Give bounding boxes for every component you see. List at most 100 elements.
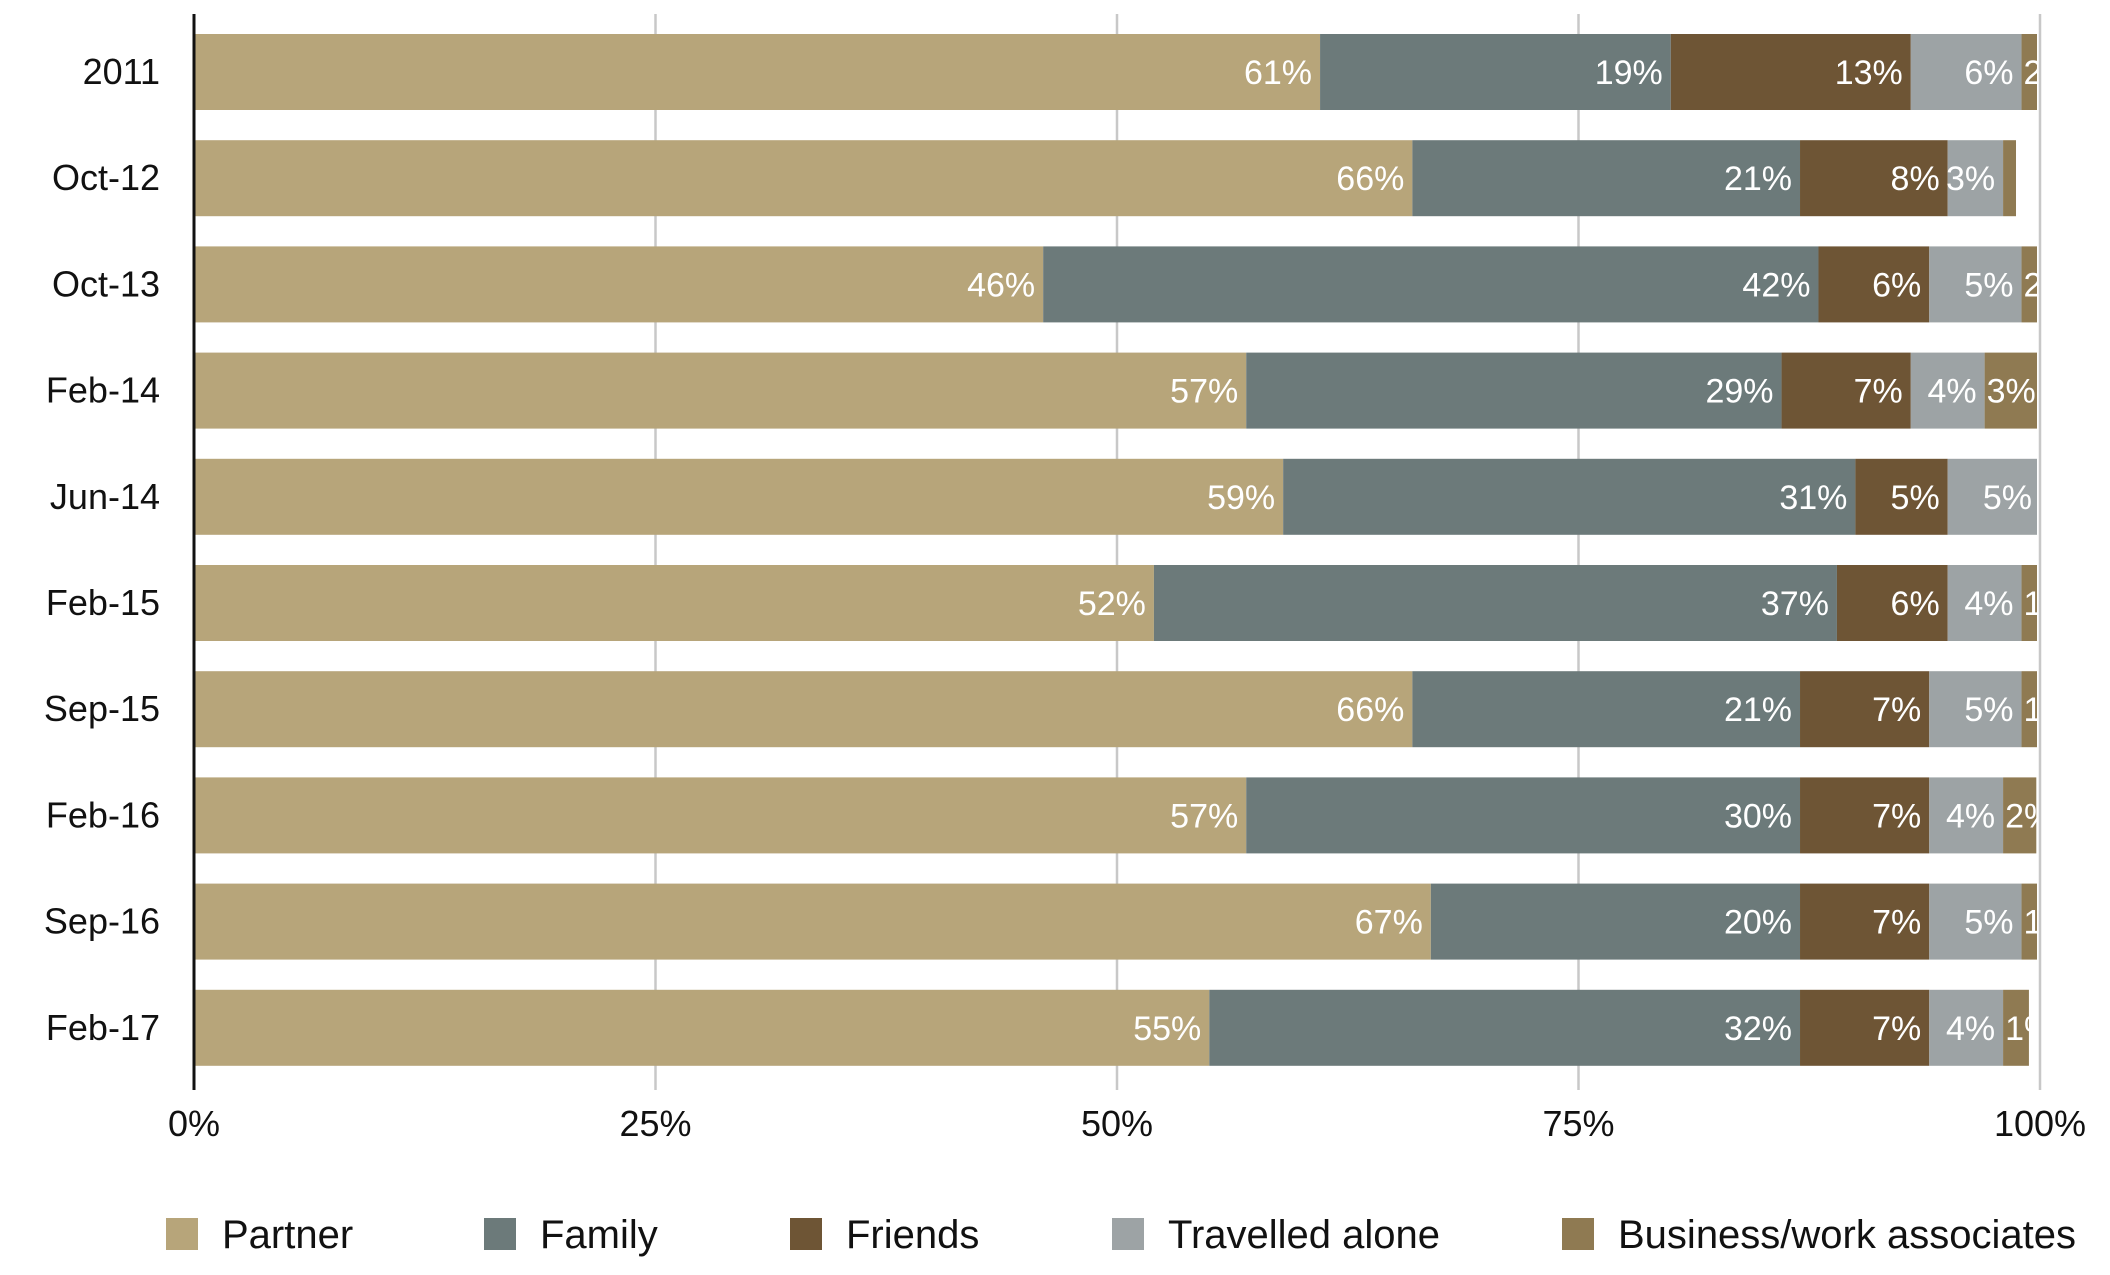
data-label: 42%	[1742, 266, 1810, 304]
bar-segment	[1320, 34, 1671, 110]
bar-segment	[194, 565, 1154, 641]
bar-segment	[194, 352, 1247, 429]
bars	[194, 34, 2037, 1066]
data-label: 19%	[1595, 54, 1663, 92]
legend-label: Partner	[222, 1213, 353, 1257]
data-label: 2%	[2024, 54, 2073, 92]
category-label: Sep-15	[44, 688, 160, 729]
bar-segment	[194, 989, 1210, 1066]
bar-segment	[1430, 883, 1801, 960]
legend-label: Travelled alone	[1168, 1213, 1440, 1257]
bar-segment	[1412, 671, 1801, 748]
data-label: 2%	[2024, 266, 2073, 304]
data-label: 1%	[2024, 691, 2073, 729]
legend-swatch	[1112, 1218, 1144, 1250]
category-label: Feb-16	[46, 794, 160, 835]
x-tick-label: 50%	[1081, 1103, 1153, 1144]
bar-segment	[2021, 565, 2037, 641]
bar-segment	[1800, 989, 1930, 1066]
category-label: Oct-13	[52, 263, 160, 304]
bar-segment	[1910, 352, 1985, 429]
bar-segment	[1947, 458, 2037, 535]
segment-labels: 61% 19% 13% 6% 2%66% 21% 8% 3%46% 42% 6% 5% 2%57% 29…	[967, 54, 2091, 1048]
data-label: 1%	[2042, 479, 2091, 517]
data-label: 1%	[2005, 1010, 2054, 1048]
data-label: 5%	[1964, 266, 2013, 304]
legend-label: Family	[540, 1213, 658, 1257]
legend: Partner Family Friends Travelled alone Busin…	[166, 1213, 2076, 1257]
legend-swatch	[790, 1218, 822, 1250]
data-label: 20%	[1724, 904, 1792, 942]
bar-segment	[2021, 671, 2037, 748]
data-label: 46%	[967, 266, 1035, 304]
bar-segment	[1929, 671, 2022, 748]
data-label: 4%	[1946, 1010, 1995, 1048]
bar-segment	[2003, 140, 2017, 217]
legend-swatch	[484, 1218, 516, 1250]
data-label: 1%	[2024, 585, 2073, 623]
data-label: 7%	[1872, 1010, 1921, 1048]
bar-segment	[1836, 565, 1948, 641]
bar-segment	[1929, 883, 2022, 960]
legend-swatch	[1562, 1218, 1594, 1250]
bar-segment	[194, 246, 1044, 323]
bar-segment	[1800, 883, 1930, 960]
data-label: 31%	[1779, 479, 1847, 517]
data-label: 13%	[1835, 54, 1903, 92]
bar-segment	[1412, 140, 1801, 217]
bar-segment	[1947, 565, 2022, 641]
data-label: 32%	[1724, 1010, 1792, 1048]
bar-segment	[1929, 989, 2004, 1066]
data-label: 37%	[1761, 585, 1829, 623]
x-tick-label: 0%	[168, 1103, 220, 1144]
data-label: 3%	[1987, 373, 2036, 411]
data-label: 7%	[1872, 904, 1921, 942]
bar-segment	[194, 883, 1431, 960]
legend-label: Business/work associates	[1618, 1213, 2076, 1257]
bar-segment	[1855, 458, 1948, 535]
bar-segment	[1984, 352, 2037, 429]
data-label: 3%	[1946, 160, 1995, 198]
data-label: 8%	[1891, 160, 1940, 198]
category-label: 2011	[83, 51, 160, 92]
data-label: 52%	[1078, 585, 1146, 623]
bar-segment	[1818, 246, 1930, 323]
data-label: 6%	[1891, 585, 1940, 623]
data-label: 66%	[1336, 691, 1404, 729]
bar-segment	[1283, 458, 1856, 535]
data-label: 4%	[1927, 373, 1976, 411]
category-label: Oct-12	[52, 157, 160, 198]
bar-segment	[1929, 777, 2004, 854]
bar-segment	[1246, 352, 1782, 429]
category-label: Feb-15	[46, 582, 160, 623]
data-label: 66%	[1336, 160, 1404, 198]
data-label: 6%	[1964, 54, 2013, 92]
bar-segment	[1800, 671, 1930, 748]
data-label: 7%	[1854, 373, 1903, 411]
data-label: 5%	[1964, 904, 2013, 942]
bar-segment	[1800, 140, 1948, 217]
bar-segment	[2003, 989, 2029, 1066]
category-label: Feb-14	[46, 370, 160, 411]
bar-segment	[1781, 352, 1911, 429]
data-label: 57%	[1170, 797, 1238, 835]
category-label: Feb-17	[46, 1007, 160, 1048]
data-label: 21%	[1724, 691, 1792, 729]
x-tick-label: 100%	[1994, 1103, 2086, 1144]
bar-segment	[1246, 777, 1801, 854]
bar-segment	[1947, 140, 2004, 217]
data-label: 4%	[1946, 797, 1995, 835]
data-label: 57%	[1170, 373, 1238, 411]
category-label: Jun-14	[50, 476, 160, 517]
bar-segment	[194, 140, 1413, 217]
bar-segment	[194, 34, 1321, 110]
data-label: 29%	[1705, 373, 1773, 411]
bar-segment	[194, 777, 1247, 854]
bar-segment	[2021, 883, 2037, 960]
category-label: Sep-16	[44, 901, 160, 942]
data-label: 59%	[1207, 479, 1275, 517]
axes: 0% 25% 50% 75% 100% 2011 Oct-12 Oct-13 Feb-14 Jun…	[44, 14, 2086, 1144]
data-label: 67%	[1355, 904, 1423, 942]
data-label: 5%	[1983, 479, 2032, 517]
